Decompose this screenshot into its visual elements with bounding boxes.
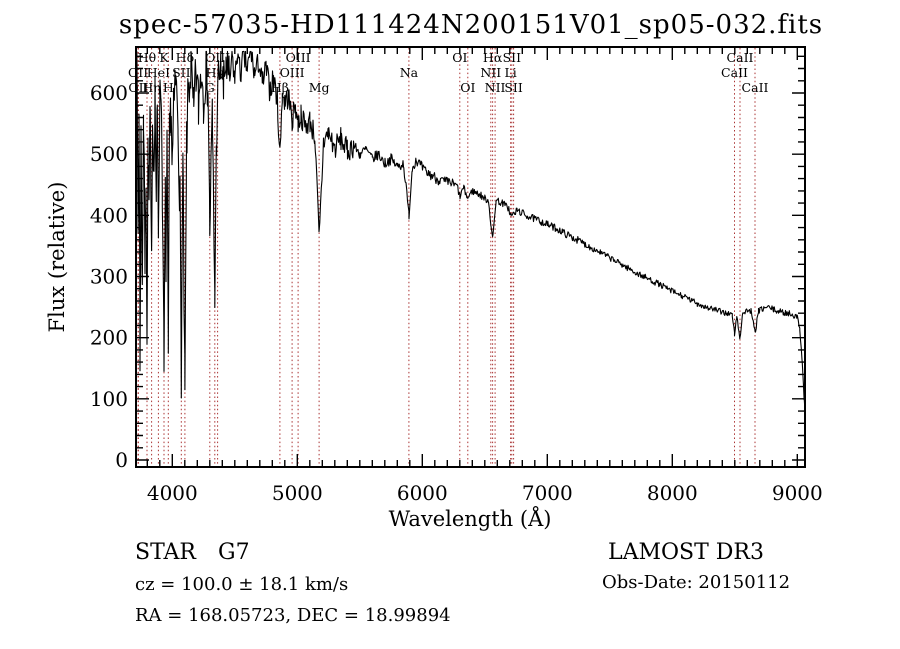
object-class-line: STAR G7 [135, 540, 250, 565]
spectral-line-label: OI [452, 50, 467, 65]
spectral-line-label: H [163, 80, 174, 95]
spectral-line-label: SII [172, 65, 191, 80]
y-tick-label: 600 [90, 81, 128, 105]
x-tick-label: 9000 [772, 481, 823, 505]
spectral-line-label: NII [480, 65, 501, 80]
subclass-label: G7 [218, 540, 250, 565]
cz-value: cz = 100.0 ± 18.1 km/s [135, 574, 348, 595]
x-tick-label: 7000 [522, 481, 573, 505]
object-type-label: STAR [135, 540, 197, 565]
spectral-line-label: Hγ [206, 65, 224, 80]
spectral-line-label: OIII [286, 50, 311, 65]
spectral-line-label: SII [503, 50, 522, 65]
spectral-line-label: OII [128, 65, 148, 80]
axis-ticks [137, 48, 804, 466]
spectral-line-label: HeI [147, 65, 170, 80]
y-tick-label: 500 [90, 142, 128, 166]
spectral-line-label: OI [460, 80, 475, 95]
spectral-line-label: Hθ [138, 50, 156, 65]
x-axis-label: Wavelength (Å) [389, 506, 552, 531]
x-tick-label: 8000 [647, 481, 698, 505]
spectral-line-label: G [205, 80, 215, 95]
spectral-line-label: Na [400, 65, 419, 80]
x-tick-label: 4000 [147, 481, 198, 505]
x-tick-label: 6000 [397, 481, 448, 505]
tick-marks [137, 48, 804, 466]
spectral-line-label: CaII [742, 80, 769, 95]
x-tick-label: 5000 [272, 481, 323, 505]
spectral-line-label: Li [504, 65, 516, 80]
spectral-line-label: Mg [309, 80, 330, 95]
y-axis-label: Flux (relative) [45, 182, 69, 333]
spectral-line-label: Hη [142, 80, 160, 95]
spectral-line-label: SII [504, 80, 523, 95]
spectral-line-labels: OIIOIIHθHηHeIKHSIIHδGHγOIIIHβOIIIOIIIMgN… [128, 50, 768, 95]
spectral-line-label: K [159, 50, 169, 65]
y-tick-label: 0 [115, 448, 128, 472]
spectral-line-label: Hβ [271, 80, 289, 95]
spectral-line-label: OIII [280, 65, 305, 80]
plot-title: spec-57035-HD111424N200151V01_sp05-032.f… [119, 10, 823, 40]
spectral-line-label: Hα [483, 50, 503, 65]
spectral-line-label: OII [128, 80, 148, 95]
plot-frame [135, 46, 806, 468]
obs-date-label: Obs-Date: 20150112 [602, 572, 790, 593]
y-tick-label: 300 [90, 265, 128, 289]
ra-dec-value: RA = 168.05723, DEC = 18.99894 [135, 605, 451, 626]
spectral-line-label: Hδ [176, 50, 194, 65]
spectral-line-markers [137, 48, 756, 466]
spectrum-curve-group [135, 50, 806, 413]
survey-label: LAMOST DR3 [608, 540, 764, 565]
y-tick-label: 100 [90, 387, 128, 411]
spectral-line-label: OIII [205, 50, 230, 65]
spectral-line-label: CaII [727, 50, 754, 65]
y-tick-label: 400 [90, 203, 128, 227]
axis-tick-labels: 4000 5000 6000 7000 8000 9000 0 100 200 300 400 500… [90, 81, 823, 505]
spectral-line-label: CaII [721, 65, 748, 80]
spectral-line-label: NII [485, 80, 506, 95]
y-tick-label: 200 [90, 326, 128, 350]
spectrum-curve [135, 50, 806, 413]
